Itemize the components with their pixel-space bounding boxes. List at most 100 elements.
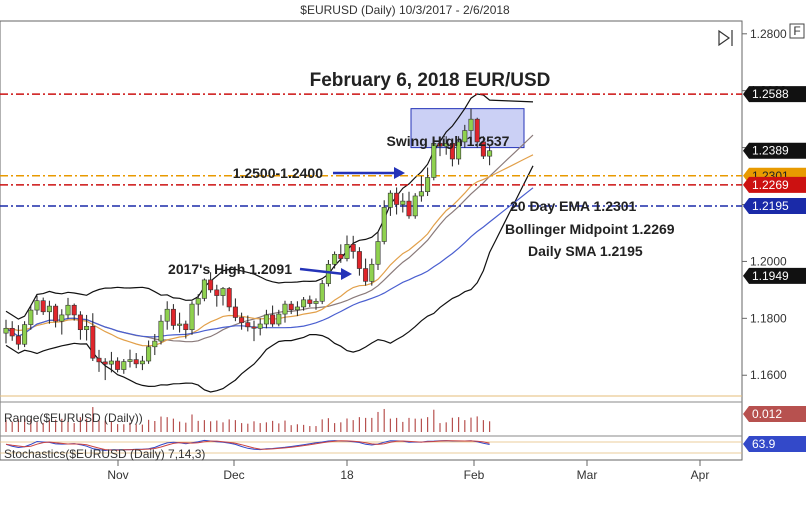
candle xyxy=(301,296,307,311)
candle xyxy=(270,305,276,327)
candle xyxy=(34,295,40,315)
y-tick-label: 1.2000 xyxy=(750,254,787,268)
candle xyxy=(412,193,418,219)
price-badge: 1.1949 xyxy=(743,267,806,284)
candle xyxy=(487,144,493,166)
candle xyxy=(189,301,195,335)
daily-sma-line xyxy=(5,187,534,338)
candle xyxy=(102,358,108,381)
candle xyxy=(418,176,424,202)
candle xyxy=(84,314,90,341)
candle xyxy=(288,300,294,315)
candle xyxy=(40,297,46,315)
candle xyxy=(332,251,338,269)
ema-label: 20 Day EMA 1.2301 xyxy=(510,198,637,214)
price-badge: 1.2389 xyxy=(743,142,806,159)
zone-label: 1.2500-1.2400 xyxy=(233,165,324,181)
candle xyxy=(121,359,127,374)
ema-20-line xyxy=(5,154,534,347)
candle xyxy=(431,137,437,181)
candle xyxy=(406,191,412,219)
y-tick-label: 1.1800 xyxy=(750,311,787,325)
price-badge: 1.2588 xyxy=(743,86,806,103)
y-tick-label: 1.1600 xyxy=(750,368,787,382)
candle xyxy=(195,294,201,316)
price-badge-label: 1.2588 xyxy=(752,87,789,101)
candle xyxy=(387,190,393,216)
candle xyxy=(363,258,369,286)
header-title: $EURUSD (Daily) 10/3/2017 - 2/6/2018 xyxy=(300,3,510,17)
candle xyxy=(96,349,102,372)
candle xyxy=(59,309,65,335)
price-badge: 1.2269 xyxy=(743,176,806,193)
candle xyxy=(220,287,226,306)
candle xyxy=(375,231,381,270)
candle xyxy=(65,297,71,319)
x-tick-label: Mar xyxy=(577,468,598,482)
candle xyxy=(319,279,325,305)
stoch-k-line xyxy=(5,439,490,452)
candle xyxy=(468,108,474,137)
candle xyxy=(3,319,9,344)
x-tick-label: Dec xyxy=(223,468,244,482)
price-badge: 1.2195 xyxy=(743,197,806,214)
candle xyxy=(474,117,480,148)
candle xyxy=(294,301,300,317)
candle xyxy=(381,200,387,245)
candle xyxy=(133,353,139,369)
candle xyxy=(350,235,356,259)
candle xyxy=(183,320,189,339)
candle xyxy=(208,272,214,293)
candle xyxy=(139,355,145,371)
high-2017-arrow xyxy=(299,267,352,280)
candle xyxy=(313,298,319,310)
candle xyxy=(146,340,152,364)
candle xyxy=(46,300,52,324)
candle xyxy=(115,357,121,373)
x-tick-label: Feb xyxy=(464,468,485,482)
stoch-value-badge: 63.9 xyxy=(743,436,806,452)
x-tick-label: Apr xyxy=(691,468,710,482)
candle xyxy=(344,235,350,262)
candle xyxy=(449,139,455,167)
candle xyxy=(425,167,431,196)
play-icon[interactable] xyxy=(718,29,733,47)
candle xyxy=(158,314,164,345)
stoch-d-line xyxy=(5,440,490,451)
price-badge-label: 1.2389 xyxy=(752,144,789,158)
sma-label: Daily SMA 1.2195 xyxy=(528,243,643,259)
price-badge-label: 1.2269 xyxy=(752,178,789,192)
candle xyxy=(77,311,83,340)
candle xyxy=(170,304,176,330)
resistance-zone xyxy=(410,108,525,149)
bollinger-lower-line xyxy=(5,165,534,393)
candle xyxy=(164,301,170,330)
range-panel-label: Range($EURUSD (Daily)) xyxy=(4,411,143,425)
candle xyxy=(356,247,362,276)
candle xyxy=(462,124,468,148)
price-badge-label: 1.2195 xyxy=(752,199,789,213)
f-button-label: F xyxy=(793,24,800,38)
candle xyxy=(108,351,114,373)
candle xyxy=(22,321,28,348)
range-value-badge-label: 0.012 xyxy=(752,407,782,421)
x-tick-label: Nov xyxy=(107,468,128,482)
candle xyxy=(90,313,96,362)
bollinger-midpoint-label: Bollinger Midpoint 1.2269 xyxy=(505,221,675,237)
candle xyxy=(282,300,288,323)
candle xyxy=(400,193,406,213)
candle xyxy=(251,320,257,342)
candle xyxy=(53,303,59,328)
candle xyxy=(263,309,269,329)
candle xyxy=(480,136,486,159)
candle xyxy=(15,325,21,350)
candle xyxy=(276,309,282,327)
f-button[interactable]: F xyxy=(789,23,805,39)
y-tick-label: 1.2800 xyxy=(750,27,787,41)
candle xyxy=(369,258,375,286)
candle xyxy=(307,295,313,307)
high-2017-label: 2017's High 1.2091 xyxy=(168,261,292,277)
candle xyxy=(127,349,133,368)
candle xyxy=(443,136,449,155)
